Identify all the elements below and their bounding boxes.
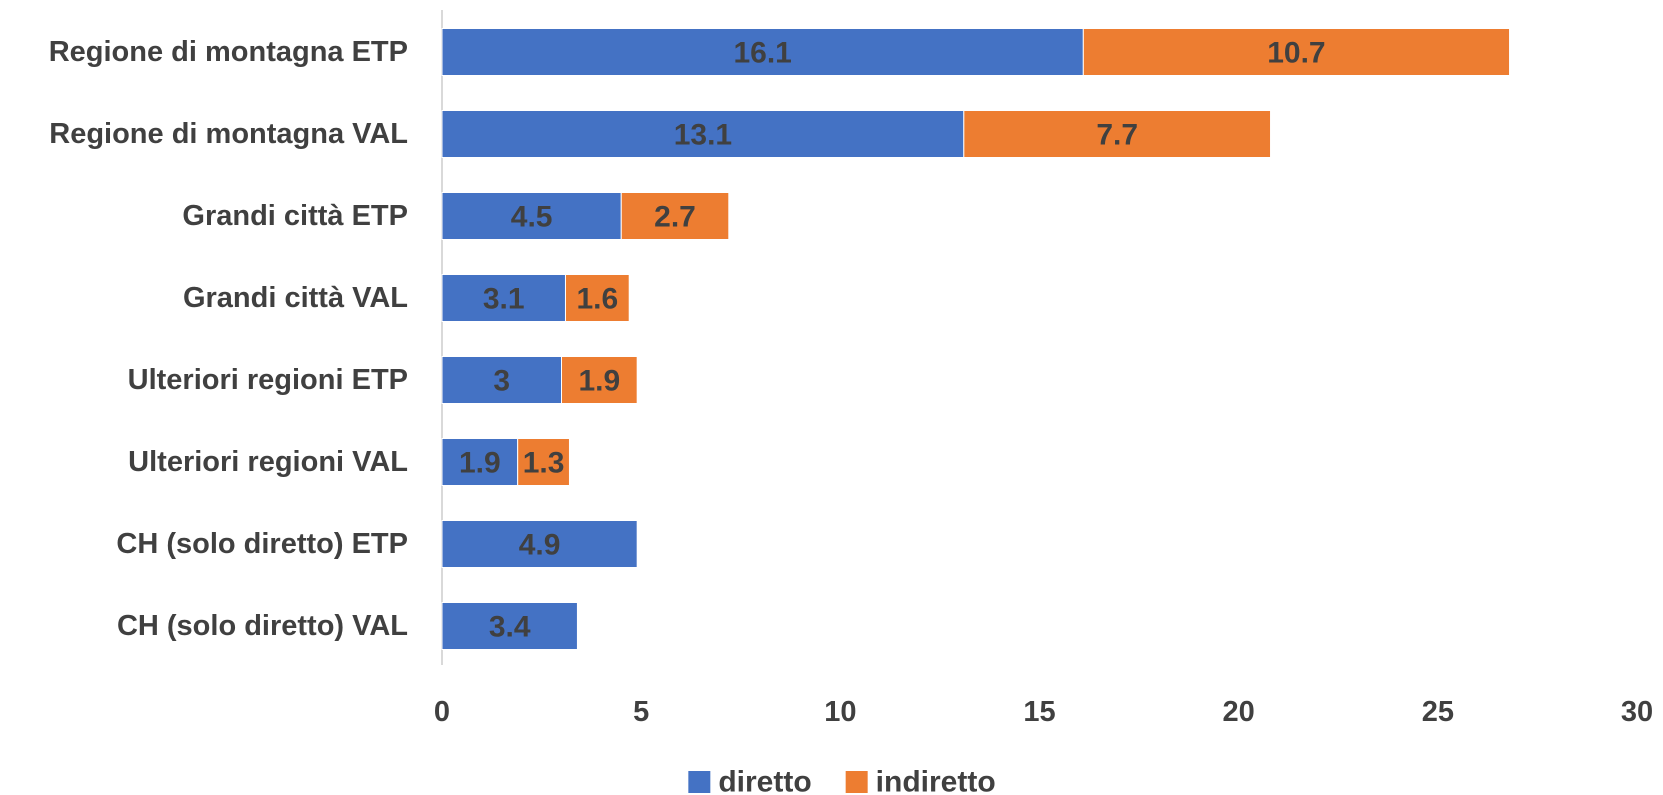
bar-indiretto	[963, 110, 1272, 158]
x-tick-label: 20	[1223, 696, 1255, 728]
data-label: 2.7	[654, 201, 696, 234]
data-label: 10.7	[1267, 37, 1325, 70]
data-label: 1.6	[576, 283, 618, 316]
category-label: Ulteriori regioni VAL	[128, 446, 408, 478]
legend-swatch	[688, 771, 711, 793]
category-label: Regione di montagna ETP	[49, 36, 408, 68]
category-label: CH (solo diretto) VAL	[117, 610, 408, 642]
data-label: 7.7	[1096, 119, 1138, 152]
bar-indiretto	[1082, 28, 1511, 76]
x-tick-label: 0	[434, 696, 450, 728]
x-tick-label: 15	[1023, 696, 1055, 728]
category-label: CH (solo diretto) ETP	[116, 528, 408, 560]
bars	[441, 28, 1511, 650]
category-label: Grandi città ETP	[182, 200, 408, 232]
legend-swatch	[845, 771, 868, 793]
bar-indiretto	[517, 438, 570, 486]
data-labels: 16.1 10.7 13.1 7.7 4.5 2.7 3.1 1.6 3 1.9 1.9 1.3 4.9…	[459, 37, 1326, 644]
category-label: Ulteriori regioni ETP	[128, 364, 408, 396]
data-label: 1.3	[523, 447, 565, 480]
x-tick-label: 5	[633, 696, 649, 728]
data-label: 1.9	[459, 447, 501, 480]
x-tick-label: 25	[1422, 696, 1454, 728]
legend: diretto indiretto	[688, 766, 996, 795]
data-label: 3.1	[483, 283, 525, 316]
data-label: 4.9	[519, 529, 561, 562]
bar-diretto	[441, 602, 578, 650]
category-label: Regione di montagna VAL	[49, 118, 408, 150]
x-tick-label: 10	[824, 696, 856, 728]
x-axis-ticks: 0 5 10 15 20 25 30	[434, 696, 1653, 728]
bar-diretto	[441, 356, 562, 404]
bar-indiretto	[564, 274, 630, 322]
data-label: 1.9	[578, 365, 620, 398]
data-label: 16.1	[733, 37, 791, 70]
category-label: Grandi città VAL	[183, 282, 408, 314]
legend-label: indiretto	[876, 766, 996, 795]
bar-indiretto	[561, 356, 638, 404]
bar-diretto	[441, 438, 519, 486]
bar-diretto	[441, 520, 638, 568]
bar-diretto	[441, 28, 1084, 76]
data-label: 3	[493, 365, 510, 398]
data-label: 3.4	[489, 611, 531, 644]
legend-label: diretto	[718, 766, 811, 795]
data-label: 4.5	[511, 201, 553, 234]
data-label: 13.1	[674, 119, 732, 152]
category-labels: Regione di montagna ETP Regione di montag…	[49, 36, 408, 642]
x-tick-label: 30	[1621, 696, 1653, 728]
bar-indiretto	[620, 192, 730, 240]
bar-diretto	[441, 110, 965, 158]
